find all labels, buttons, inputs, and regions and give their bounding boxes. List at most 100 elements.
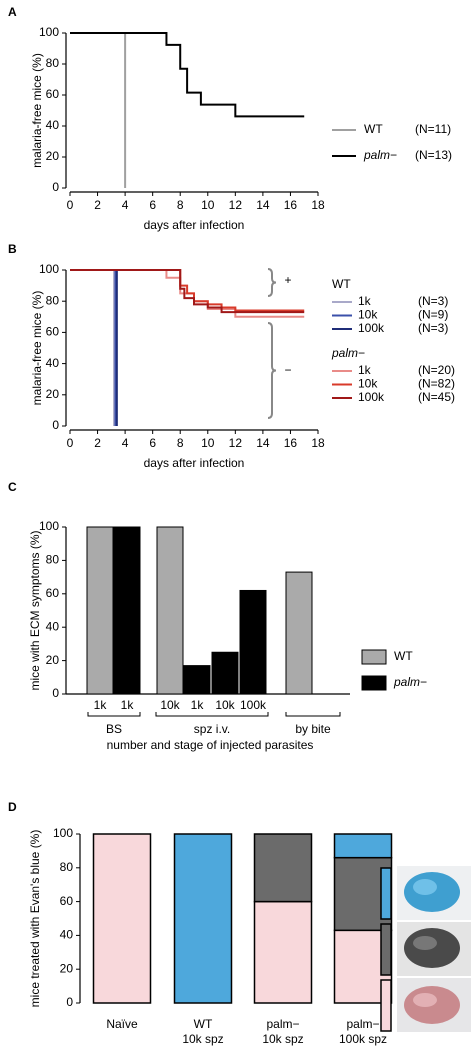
- x-tick-label: 8: [177, 436, 184, 450]
- x-tick-label: palm−: [346, 1017, 379, 1031]
- y-tick-label: 80: [46, 553, 60, 567]
- legend-note: (N=20): [418, 363, 455, 377]
- y-axis-label: mice treated with Evan's blue (%): [28, 830, 42, 1008]
- x-tick-label: 18: [311, 198, 325, 212]
- legend-group-title: palm−: [331, 346, 365, 360]
- annotation: +: [284, 273, 291, 287]
- legend-swatch: [361, 649, 387, 665]
- bar-segment: [253, 900, 313, 1004]
- x-tick-label: 6: [149, 436, 156, 450]
- legend-label: palm−: [363, 148, 397, 162]
- panel-letter: B: [8, 242, 17, 256]
- x-tick-label: 6: [149, 198, 156, 212]
- brain-highlight: [413, 936, 437, 950]
- y-tick-label: 0: [52, 180, 59, 194]
- x-tick-label: 8: [177, 198, 184, 212]
- group-bracket: [155, 712, 269, 717]
- y-axis-label: malaria-free mice (%): [30, 53, 44, 168]
- series-line: [70, 32, 127, 188]
- bar-segment: [92, 833, 152, 1004]
- bar: [113, 526, 141, 695]
- legend-note: (N=3): [418, 321, 448, 335]
- bar: [86, 526, 114, 695]
- x-tick-label: 16: [284, 198, 298, 212]
- series-line: [70, 269, 117, 426]
- x-tick-label: 10k: [215, 698, 235, 712]
- y-tick-label: 80: [46, 293, 60, 307]
- y-tick-label: 60: [46, 87, 60, 101]
- legend-note: (N=82): [418, 377, 455, 391]
- y-tick-label: 20: [46, 149, 60, 163]
- group-label: BS: [106, 722, 122, 736]
- legend-note: (N=9): [418, 308, 448, 322]
- y-tick-label: 0: [52, 686, 59, 700]
- y-tick-label: 100: [53, 826, 73, 840]
- x-axis-label: days after infection: [144, 218, 245, 232]
- series-line: [70, 269, 305, 312]
- legend-label: 100k: [358, 390, 385, 404]
- x-axis-label: days after infection: [144, 456, 245, 470]
- bar: [156, 526, 184, 695]
- y-tick-label: 0: [52, 418, 59, 432]
- group-label: by bite: [295, 722, 331, 736]
- series-line: [70, 269, 116, 426]
- series-line: [70, 32, 305, 118]
- x-tick-label: 14: [256, 436, 270, 450]
- group-label: spz i.v.: [194, 722, 230, 736]
- y-tick-label: 100: [39, 262, 59, 276]
- y-axis-label: mice with ECM symptoms (%): [28, 530, 42, 690]
- legend-label: 1k: [358, 363, 372, 377]
- x-tick-label: 14: [256, 198, 270, 212]
- legend-swatch: [380, 923, 392, 976]
- legend-note: (N=45): [418, 390, 455, 404]
- y-tick-label: 60: [46, 586, 60, 600]
- bar: [285, 571, 313, 695]
- x-axis-label: number and stage of injected parasites: [107, 738, 314, 752]
- legend-swatch: [361, 675, 387, 691]
- x-tick-label: 10k spz: [262, 1032, 303, 1046]
- series-line: [70, 269, 305, 314]
- x-tick-label: 2: [94, 198, 101, 212]
- y-tick-label: 20: [60, 961, 74, 975]
- y-tick-label: 100: [39, 519, 59, 533]
- x-tick-label: 4: [122, 436, 129, 450]
- x-tick-label: Naïve: [106, 1017, 138, 1031]
- x-tick-label: 1k: [121, 698, 135, 712]
- x-tick-label: 18: [311, 436, 325, 450]
- panel-letter: C: [8, 480, 17, 494]
- y-tick-label: 20: [46, 653, 60, 667]
- series-line: [70, 269, 118, 426]
- x-tick-label: 12: [229, 436, 243, 450]
- x-tick-label: 10k spz: [182, 1032, 223, 1046]
- legend-label: WT: [364, 122, 383, 136]
- x-tick-label: 10k: [160, 698, 180, 712]
- y-tick-label: 0: [66, 995, 73, 1009]
- y-tick-label: 40: [46, 356, 60, 370]
- x-tick-label: palm−: [266, 1017, 299, 1031]
- legend-label: 100k: [358, 321, 385, 335]
- annotation: −: [284, 363, 291, 377]
- brain-highlight: [413, 993, 437, 1007]
- legend-swatch: [380, 979, 392, 1032]
- panel-letter: A: [8, 5, 17, 19]
- y-tick-label: 40: [46, 118, 60, 132]
- group-bracket: [285, 712, 341, 717]
- legend-swatch: [380, 867, 392, 920]
- y-tick-label: 100: [39, 25, 59, 39]
- legend-label: 1k: [358, 294, 372, 308]
- y-tick-label: 80: [60, 860, 74, 874]
- legend-label: palm−: [393, 675, 427, 689]
- brain-images: [397, 866, 471, 1032]
- y-tick-label: 20: [46, 387, 60, 401]
- x-tick-label: 10: [201, 436, 215, 450]
- x-tick-label: 4: [122, 198, 129, 212]
- x-tick-label: 100k: [240, 698, 267, 712]
- x-tick-label: 12: [229, 198, 243, 212]
- bar: [183, 665, 211, 695]
- legend-group-title: WT: [332, 277, 351, 291]
- y-tick-label: 60: [46, 325, 60, 339]
- bar-segment: [173, 833, 233, 1004]
- x-tick-label: 10: [201, 198, 215, 212]
- legend-note: (N=3): [418, 294, 448, 308]
- bar: [211, 651, 239, 695]
